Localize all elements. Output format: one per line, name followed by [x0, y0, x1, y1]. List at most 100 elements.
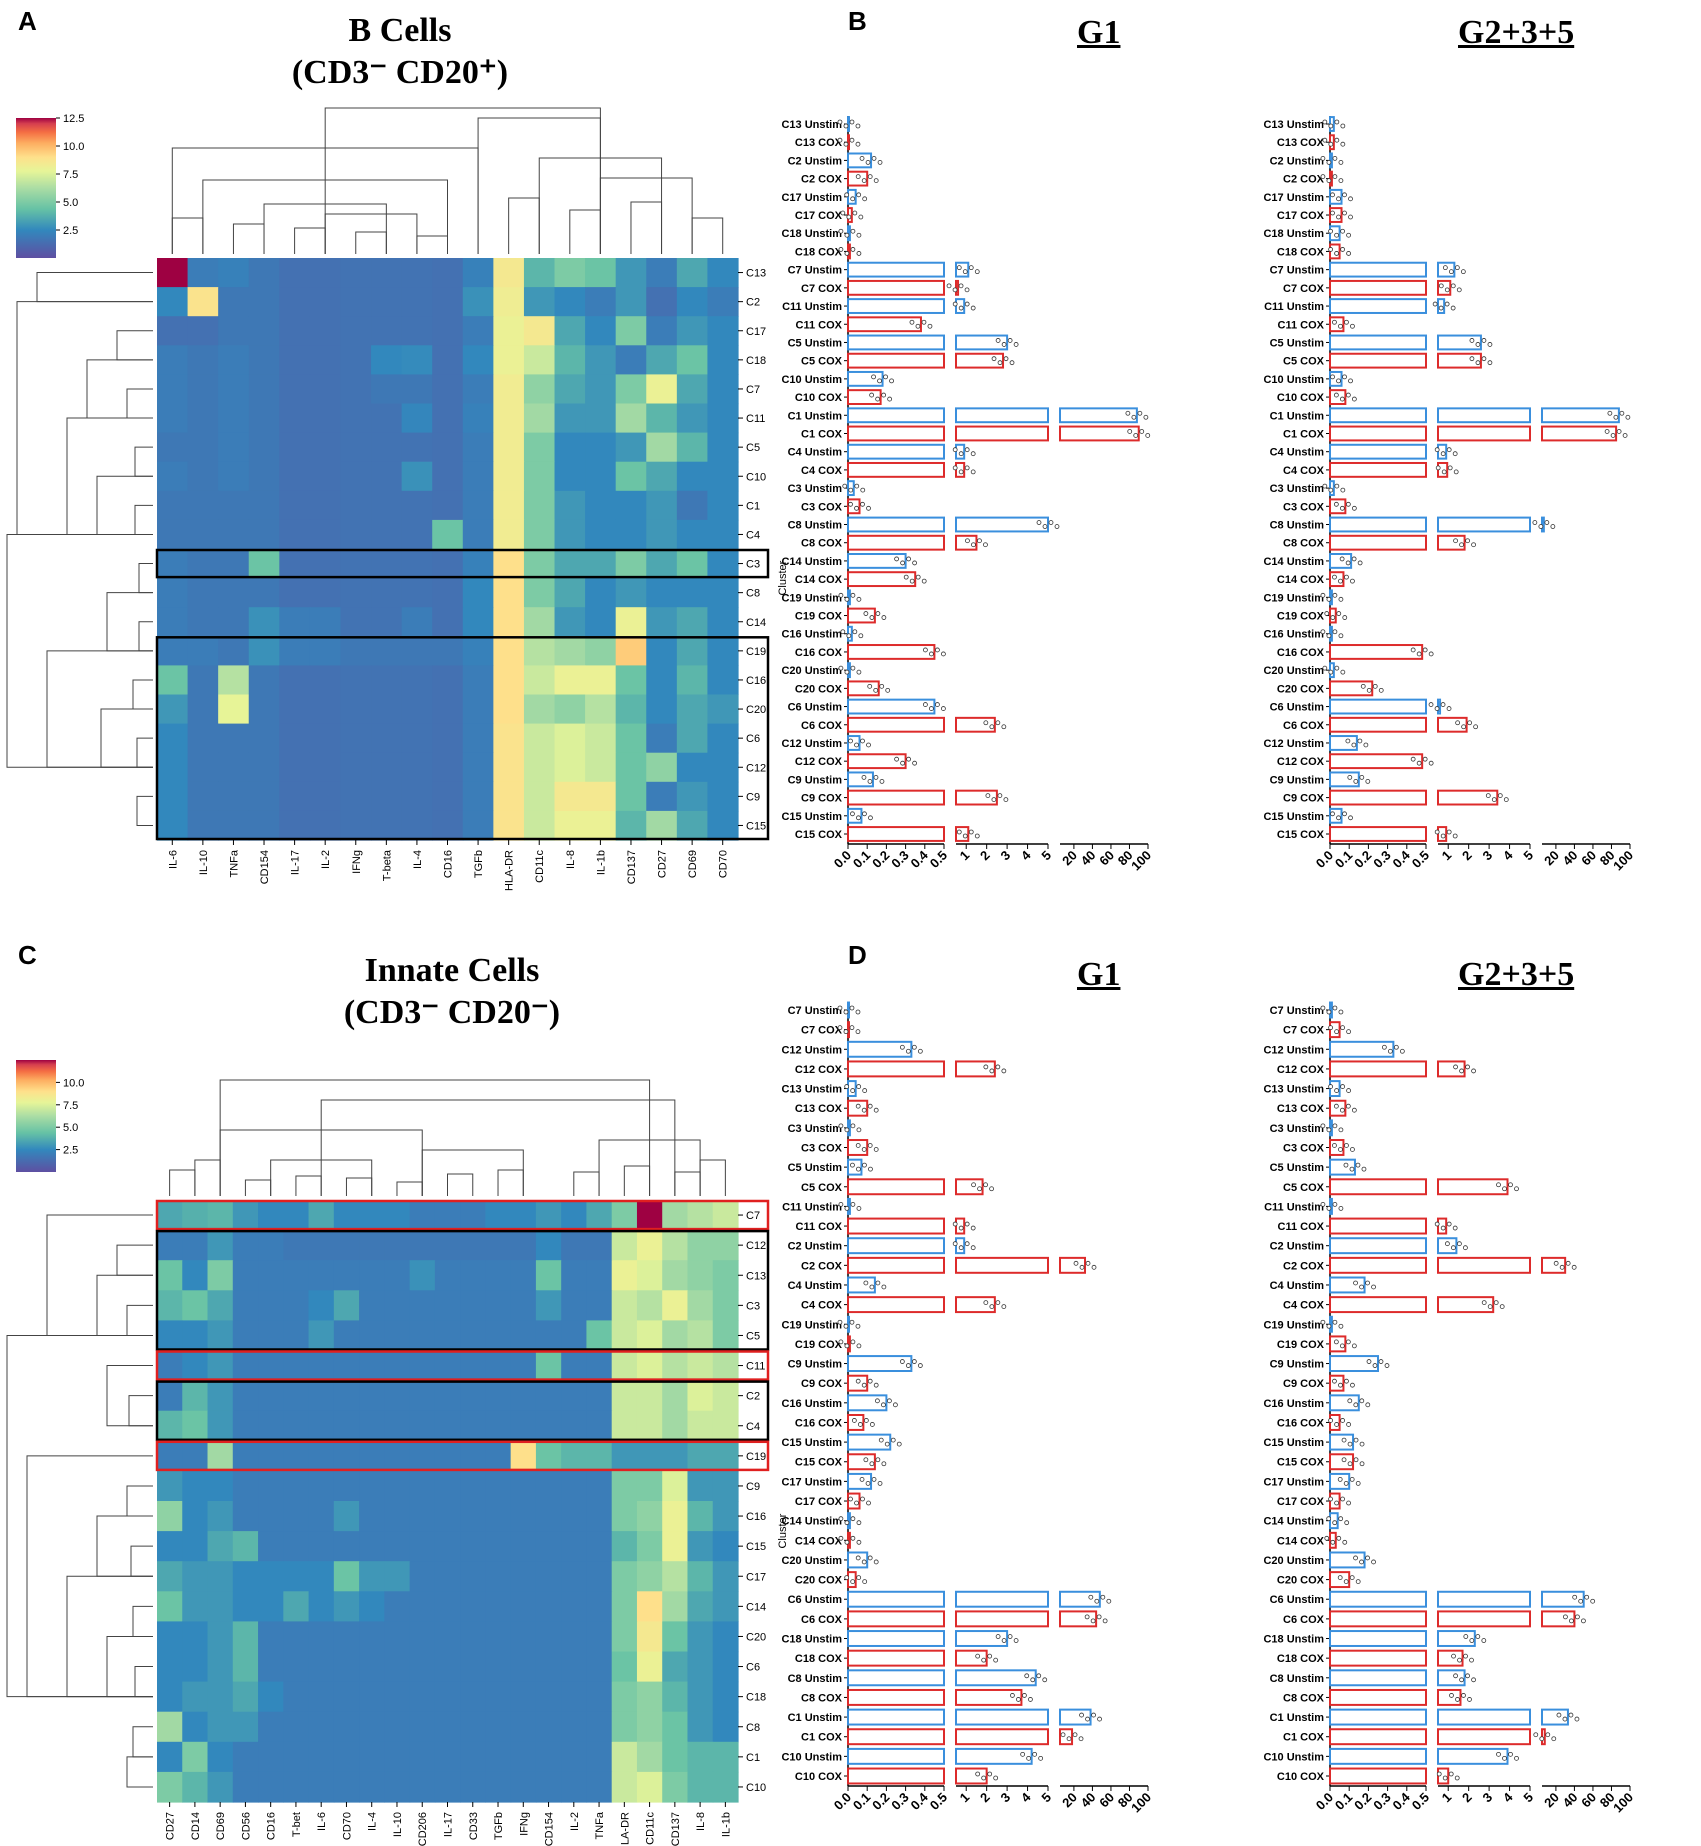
data-point — [1365, 1280, 1370, 1286]
heatmap-cell — [676, 287, 709, 317]
data-point — [1453, 469, 1459, 475]
heatmap-cell — [157, 694, 189, 725]
data-point — [1453, 538, 1458, 544]
heatmap-cell — [309, 665, 342, 696]
heatmap-cell — [258, 1651, 284, 1683]
data-point — [887, 396, 893, 402]
data-point — [1106, 1598, 1112, 1604]
heatmap-cell — [646, 432, 678, 463]
bar-g1 — [847, 370, 884, 387]
heatmap-cell — [359, 1591, 385, 1622]
category-label: C20 Unstim — [781, 665, 842, 677]
data-point — [871, 1476, 877, 1482]
data-point — [1467, 720, 1473, 726]
category-label: C7 COX — [801, 1025, 843, 1037]
data-point — [1347, 1461, 1353, 1467]
heatmap-cell — [460, 1621, 486, 1653]
category-label: C18 COX — [795, 246, 843, 258]
data-point — [871, 156, 877, 161]
heatmap-cell — [510, 1470, 537, 1502]
heatmap-cell — [523, 723, 556, 754]
data-point — [1438, 305, 1444, 311]
heatmap-cell — [187, 607, 219, 637]
heatmap-cell — [585, 403, 617, 434]
colorbar-label: 12.5 — [63, 113, 84, 125]
heatmap-cell — [232, 1410, 259, 1442]
heatmap-cell — [554, 345, 586, 375]
data-point — [1440, 833, 1446, 839]
data-point — [909, 319, 915, 325]
heatmap-cell — [687, 1410, 714, 1442]
heatmap-cell — [401, 578, 433, 608]
heatmap-cell — [586, 1621, 613, 1653]
heatmap-cell — [462, 607, 494, 637]
data-point — [952, 1221, 958, 1227]
data-point — [1338, 578, 1343, 584]
heatmap-cell — [460, 1711, 486, 1743]
data-point — [1345, 1103, 1351, 1109]
data-point — [838, 665, 844, 671]
heatmap-cell — [157, 549, 189, 579]
dendrogram-branch — [132, 1605, 153, 1637]
heatmap-cell — [279, 287, 311, 317]
heatmap-cell — [493, 810, 525, 841]
heatmap-cell — [333, 1290, 360, 1321]
heatmap-cell — [409, 1651, 436, 1683]
data-point — [1336, 611, 1342, 616]
bar-g1 — [847, 1158, 863, 1176]
category-label: C2 Unstim — [788, 1241, 843, 1253]
data-point — [875, 611, 881, 616]
heatmap-cell — [636, 1681, 663, 1713]
data-point — [1550, 524, 1556, 529]
data-point — [1493, 1300, 1499, 1306]
heatmap-cell — [371, 810, 403, 841]
data-point — [1556, 1712, 1562, 1718]
category-label: C7 COX — [1283, 283, 1325, 295]
heatmap-cell — [308, 1651, 335, 1683]
heatmap-cell — [157, 810, 189, 841]
data-point — [1371, 1284, 1376, 1290]
data-point — [1539, 1736, 1545, 1742]
heatmap-cell — [523, 607, 556, 637]
data-point — [1340, 1418, 1345, 1423]
heatmap-cell — [333, 1621, 360, 1653]
data-point — [1625, 414, 1631, 420]
heatmap-cell — [308, 1260, 335, 1291]
data-point — [867, 1378, 873, 1384]
heatmap-cell — [432, 316, 464, 346]
data-point — [1127, 429, 1133, 434]
category-label: C16 COX — [1277, 1417, 1325, 1429]
category-label: C10 COX — [795, 1771, 843, 1783]
heatmap-cell — [371, 374, 403, 405]
heatmap-cell — [485, 1380, 512, 1412]
heatmap-cell — [462, 752, 494, 783]
data-point — [993, 1657, 999, 1663]
data-point — [1001, 1304, 1007, 1310]
bar-g1 — [847, 316, 922, 333]
category-label: C12 Unstim — [781, 738, 842, 750]
heatmap-cell — [283, 1260, 310, 1291]
data-point — [915, 323, 921, 329]
bar-g1 — [847, 1040, 913, 1058]
heatmap-cell — [218, 636, 250, 666]
data-point — [855, 1555, 861, 1561]
heatmap-cell — [523, 752, 556, 783]
heatmap-cell — [523, 461, 556, 492]
data-point — [1381, 1044, 1387, 1050]
x-tick-label: 5 — [1520, 1790, 1536, 1806]
heatmap-cell — [523, 665, 556, 696]
x-tick-label: 100 — [1128, 848, 1154, 874]
heatmap-cell — [676, 490, 709, 521]
category-label: C2 Unstim — [1270, 155, 1325, 167]
data-point — [871, 374, 876, 380]
data-point — [1502, 1755, 1507, 1761]
data-point — [850, 1535, 856, 1541]
bar-g2 — [1329, 607, 1337, 624]
data-point — [837, 1025, 843, 1031]
data-point — [862, 811, 867, 817]
heatmap-cell — [248, 403, 280, 434]
heatmap-cell — [283, 1711, 310, 1743]
bar-g2 — [1329, 516, 1427, 533]
heatmap-cell — [707, 636, 739, 666]
dendrogram-branch — [36, 272, 153, 303]
